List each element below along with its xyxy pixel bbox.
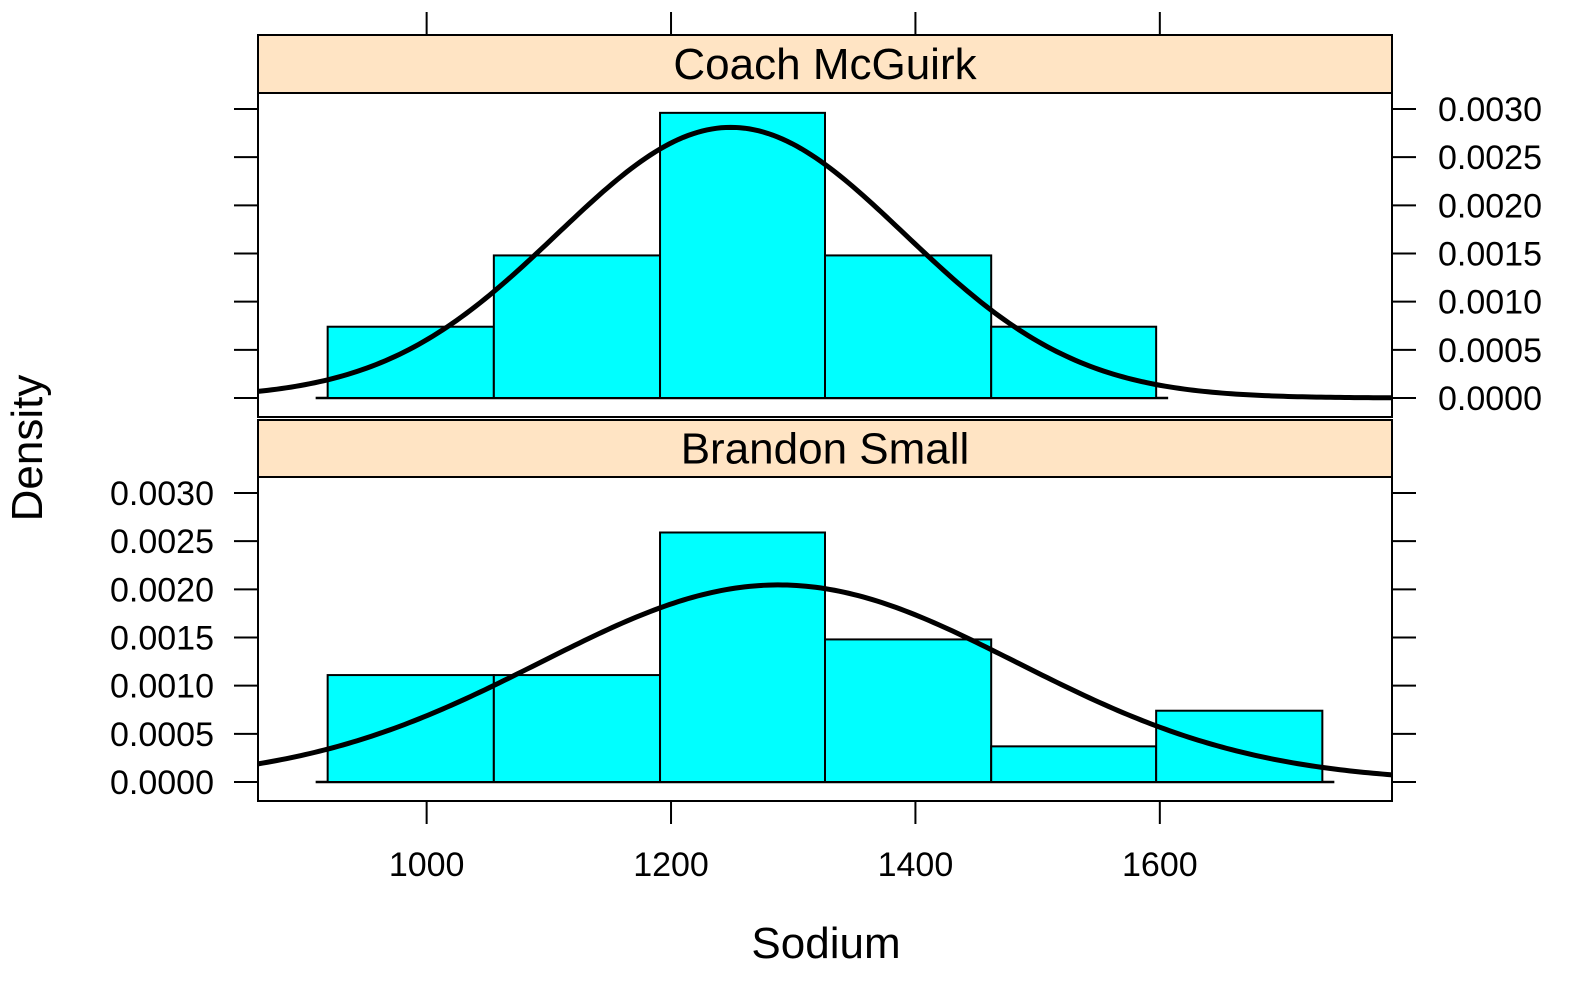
y-tick-label-right: 0.0015 [1438, 236, 1542, 274]
y-tick-label-left: 0.0000 [110, 764, 214, 802]
y-tick-label-right: 0.0020 [1438, 187, 1542, 225]
strip-header [257, 419, 1393, 478]
y-tick-label-left: 0.0015 [110, 620, 214, 658]
histogram-bar [824, 254, 993, 399]
y-axis-left: 0.0000 0.0005 0.0010 0.0015 0.0020 0.0025 0.00… [110, 108, 258, 802]
x-tick-label: 1200 [633, 846, 709, 884]
y-tick-label-left: 0.0020 [110, 571, 214, 609]
panel-coach-mcguirk: Coach McGuirk [257, 34, 1393, 418]
histogram-bar [659, 111, 827, 399]
strip-header [257, 34, 1393, 94]
y-axis-right: 0.0000 0.0005 0.0010 0.0015 0.0020 0.0025 0.00… [1392, 91, 1542, 783]
strip-label: Coach McGuirk [673, 40, 977, 89]
y-tick-label-right: 0.0010 [1438, 284, 1542, 322]
y-axis-title: Density [3, 375, 52, 522]
y-tick-label-left: 0.0025 [110, 523, 214, 561]
x-tick-label: 1000 [389, 846, 465, 884]
x-tick-label: 1600 [1122, 846, 1198, 884]
histogram-bar [326, 325, 495, 400]
y-tick-label-left: 0.0005 [110, 716, 214, 754]
y-tick-label-right: 0.0030 [1438, 91, 1542, 129]
histogram-bar [824, 638, 993, 784]
x-tick-label: 1400 [878, 846, 954, 884]
y-tick-label-right: 0.0005 [1438, 332, 1542, 370]
y-tick-label-left: 0.0010 [110, 668, 214, 706]
x-axis-bottom: 1000 1200 1400 1600 [389, 801, 1198, 884]
histogram-bar [492, 254, 662, 399]
histogram-bar [492, 674, 662, 784]
strip-label: Brandon Small [681, 425, 970, 474]
panel-brandon-small: Brandon Small [257, 419, 1393, 802]
density-curve [257, 582, 1393, 778]
x-axis-title: Sodium [751, 919, 900, 968]
histogram-bar [990, 325, 1158, 400]
histogram-bar [659, 531, 827, 783]
density-curve [257, 124, 1393, 401]
y-tick-label-right: 0.0025 [1438, 139, 1542, 177]
y-tick-label-right: 0.0000 [1438, 380, 1542, 418]
histogram-bar [1155, 709, 1324, 783]
histogram-bar [990, 745, 1158, 784]
histogram-bar [326, 674, 495, 784]
y-tick-label-left: 0.0030 [110, 475, 214, 513]
x-axis-top-ticks [425, 12, 1161, 35]
